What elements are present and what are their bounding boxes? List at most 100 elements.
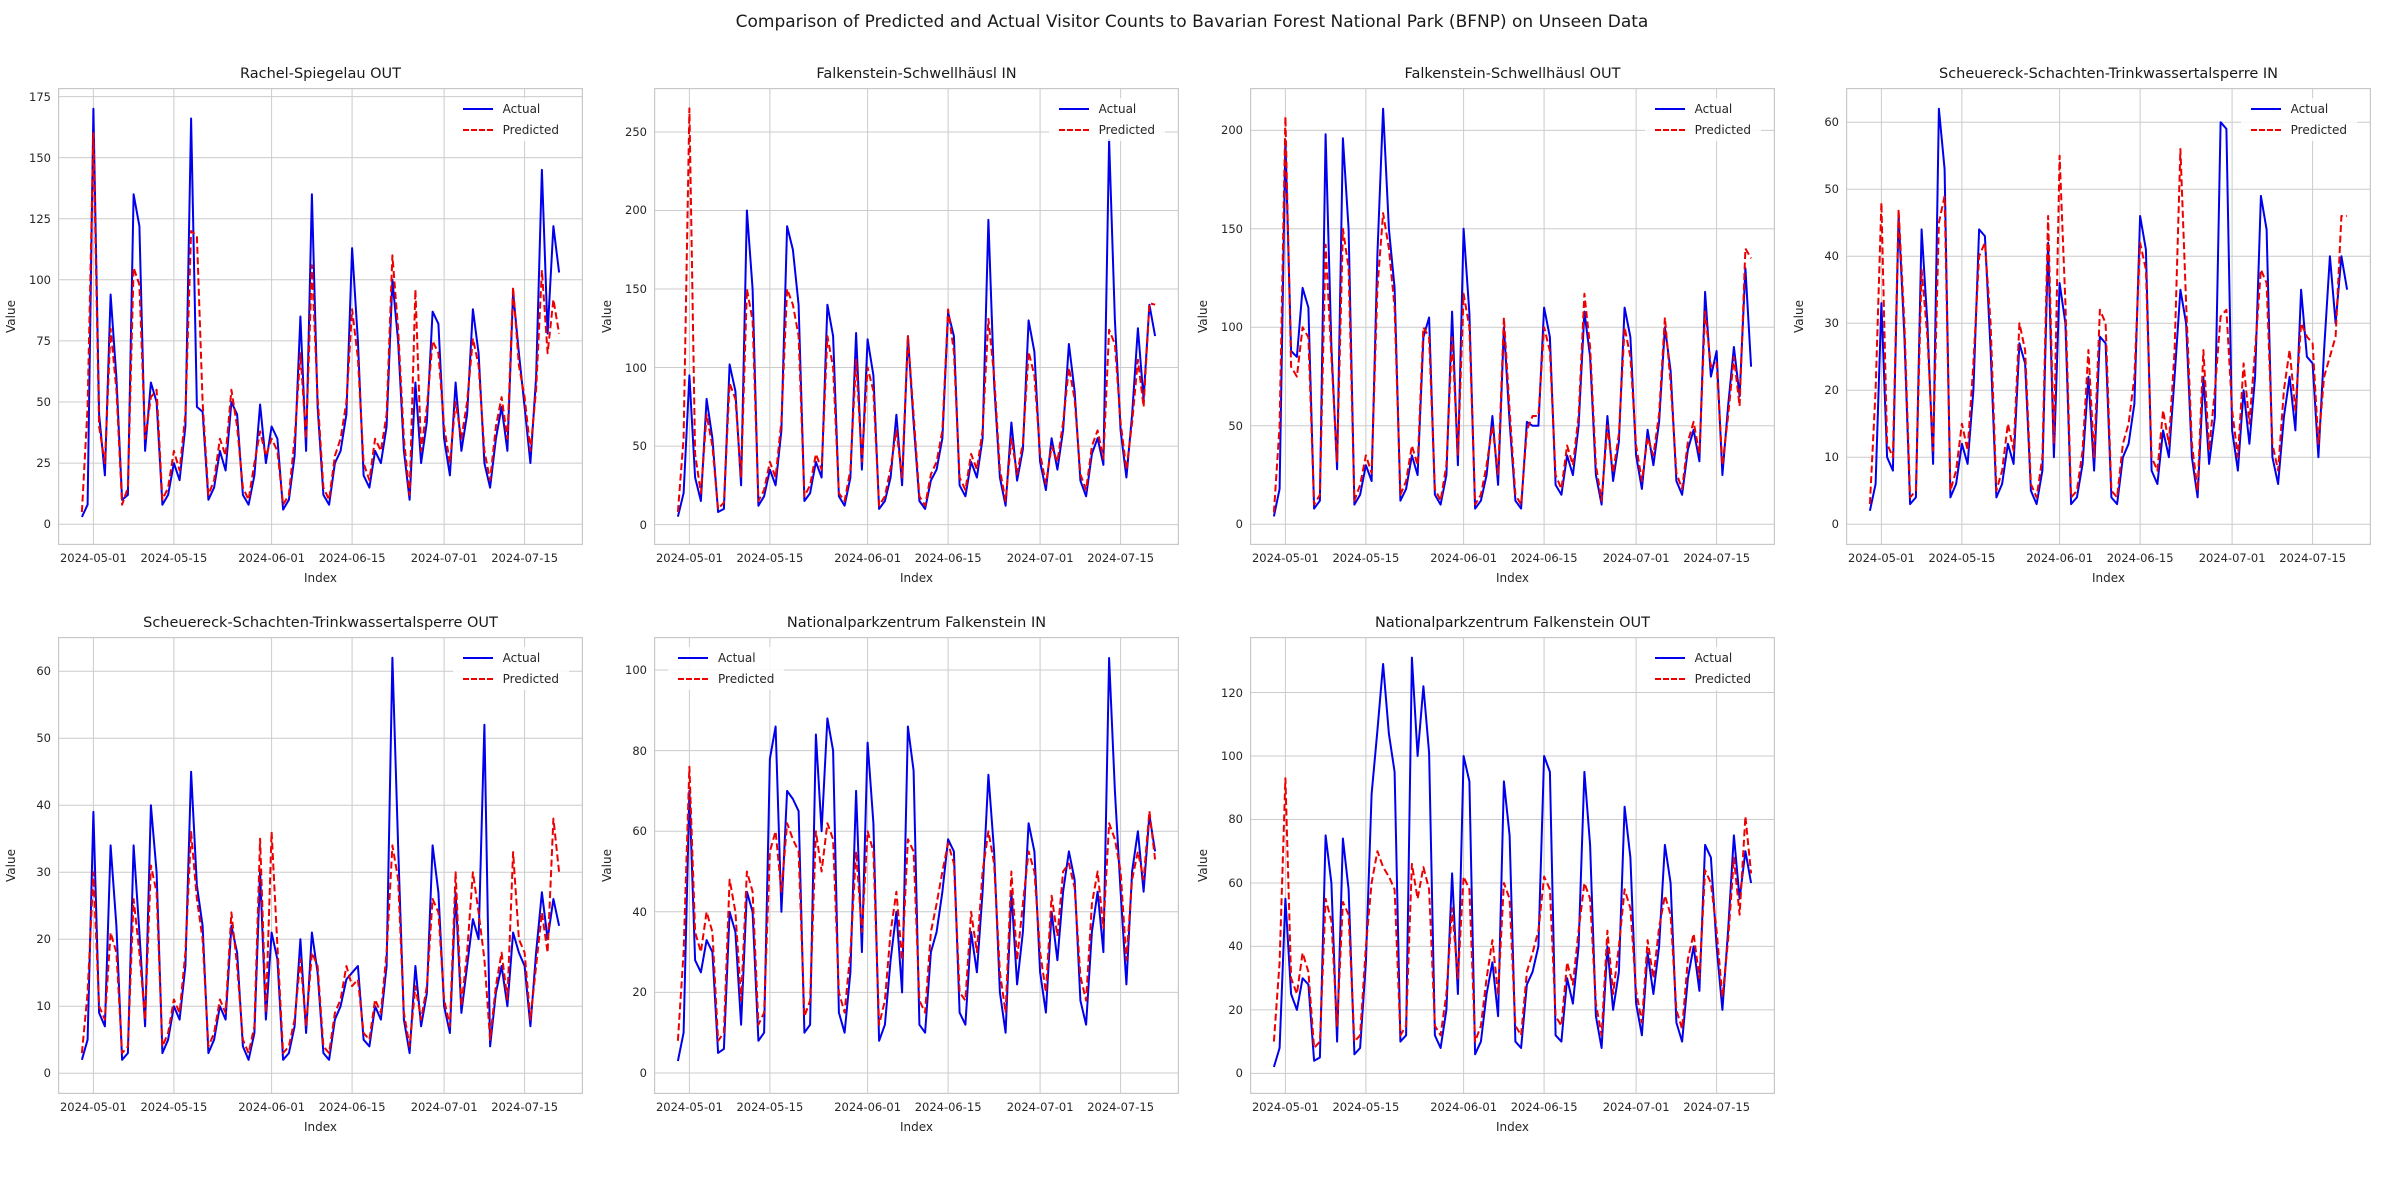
y-tick: 10: [36, 999, 51, 1014]
legend-entry-actual: Actual: [678, 651, 774, 665]
x-tick: 2024-05-01: [59, 551, 127, 565]
plot-region: Actual Predicted 2024-05-01 2024-05-15 202…: [654, 637, 1179, 1114]
y-tick: 50: [36, 731, 51, 746]
subplot-rachel-spiegelau-out: Rachel-Spiegelau OUT Value 0 25 50 75 100 125…: [0, 66, 596, 585]
legend: Actual Predicted: [452, 647, 569, 690]
x-tick: 2024-05-01: [655, 1100, 723, 1114]
plot-area: [1250, 637, 1775, 1094]
x-tick: 2024-07-15: [491, 551, 559, 565]
x-tick: 2024-05-01: [1251, 551, 1319, 565]
x-axis-label: Index: [1495, 571, 1530, 585]
y-tick: 100: [625, 663, 647, 678]
x-axis-label: Index: [303, 571, 338, 585]
legend-entry-predicted: Predicted: [678, 672, 774, 686]
y-tick: 10: [1824, 450, 1839, 465]
y-tick: 250: [625, 124, 647, 139]
x-tick-labels: 2024-05-01 2024-05-15 2024-06-01 2024-06-15…: [1250, 548, 1775, 566]
subplot-body: Value 0 25 50 75 100 125 150 175 Actual Predict…: [2, 88, 596, 565]
y-tick: 0: [1235, 517, 1243, 532]
x-tick: 2024-05-01: [655, 551, 723, 565]
legend-entry-predicted: Predicted: [1058, 123, 1155, 137]
subplot-body: Value 0 20 40 60 80 100 120 Actual Predicted 2…: [1194, 637, 1788, 1114]
y-axis-label: Value: [4, 300, 18, 333]
subplot-body: Value 0 10 20 30 40 50 60 Actual Predicted 202…: [2, 637, 596, 1114]
x-tick-labels: 2024-05-01 2024-05-15 2024-06-01 2024-06-15…: [1846, 548, 2371, 566]
x-tick: 2024-06-01: [238, 1100, 306, 1114]
y-axis-label: Value: [1196, 849, 1210, 882]
y-tick: 120: [1221, 685, 1243, 700]
y-tick: 20: [1228, 1002, 1243, 1017]
y-tick: 60: [632, 824, 647, 839]
y-tick-labels: 0 50 100 150 200: [1212, 88, 1250, 545]
y-tick: 20: [632, 985, 647, 1000]
predicted-line-swatch-icon: [462, 678, 493, 680]
y-tick: 75: [36, 333, 51, 348]
x-tick: 2024-07-01: [2198, 551, 2266, 565]
subplot-falkenstein-schwellhaeusl-out: Falkenstein-Schwellhäusl OUT Value 0 50 10…: [1192, 66, 1788, 585]
legend-actual-label: Actual: [2290, 102, 2329, 116]
x-axis-label: Index: [1495, 1120, 1530, 1134]
legend-entry-predicted: Predicted: [462, 672, 559, 686]
actual-line-swatch-icon: [1058, 108, 1089, 110]
y-tick: 60: [1228, 875, 1243, 890]
legend-entry-predicted: Predicted: [2250, 123, 2347, 137]
subplot-grid: Rachel-Spiegelau OUT Value 0 25 50 75 100 125…: [0, 66, 2384, 1134]
predicted-line-swatch-icon: [2250, 129, 2281, 131]
actual-line-swatch-icon: [678, 657, 708, 659]
plot-area: [1846, 88, 2371, 545]
y-tick: 100: [625, 360, 647, 375]
y-tick: 100: [29, 272, 51, 287]
actual-line-swatch-icon: [1654, 108, 1685, 110]
actual-line-swatch-icon: [1654, 657, 1685, 659]
y-tick-labels: 0 20 40 60 80 100 120: [1212, 637, 1250, 1094]
y-tick: 40: [632, 904, 647, 919]
y-tick: 0: [639, 1066, 647, 1081]
legend-predicted-label: Predicted: [718, 672, 775, 686]
y-tick: 80: [632, 743, 647, 758]
y-tick: 100: [1221, 320, 1243, 335]
x-tick: 2024-07-01: [410, 551, 478, 565]
legend: Actual Predicted: [668, 647, 785, 690]
x-tick: 2024-07-15: [2279, 551, 2347, 565]
legend-actual-label: Actual: [1694, 651, 1733, 665]
x-tick: 2024-05-01: [1847, 551, 1915, 565]
subplot-body: Value 0 10 20 30 40 50 60 Actual Predicted 202…: [1790, 88, 2384, 565]
x-axis-label: Index: [899, 1120, 934, 1134]
plot-region: Actual Predicted 2024-05-01 2024-05-15 202…: [58, 88, 583, 565]
y-tick: 0: [639, 517, 647, 532]
legend-actual-label: Actual: [502, 102, 541, 116]
legend-entry-actual: Actual: [1654, 102, 1751, 116]
y-tick: 50: [1228, 418, 1243, 433]
plot-region: Actual Predicted 2024-05-01 2024-05-15 202…: [654, 88, 1179, 565]
x-tick: 2024-07-01: [1006, 551, 1074, 565]
subplot-title: Nationalparkzentrum Falkenstein OUT: [1375, 615, 1650, 631]
subplot-title: Scheuereck-Schachten-Trinkwassertalsperr…: [1939, 66, 2278, 82]
plot-area: [58, 88, 583, 545]
x-tick: 2024-06-01: [1430, 551, 1498, 565]
x-tick: 2024-05-15: [1928, 551, 1996, 565]
legend-entry-predicted: Predicted: [462, 123, 559, 137]
y-tick: 40: [1228, 939, 1243, 954]
x-tick: 2024-07-15: [1683, 551, 1751, 565]
y-axis-label: Value: [600, 849, 614, 882]
y-tick: 0: [43, 1066, 51, 1081]
y-tick: 60: [1824, 115, 1839, 130]
x-axis-label: Index: [303, 1120, 338, 1134]
x-tick: 2024-06-15: [318, 551, 386, 565]
y-tick: 25: [36, 456, 51, 471]
subplot-scheuereck-trinkwassertalsperre-out: Scheuereck-Schachten-Trinkwassertalsperr…: [0, 615, 596, 1134]
subplot-nationalparkzentrum-falkenstein-in: Nationalparkzentrum Falkenstein IN Value…: [596, 615, 1192, 1134]
legend-actual-label: Actual: [1694, 102, 1733, 116]
predicted-line-swatch-icon: [1654, 129, 1685, 131]
y-axis-label: Value: [1792, 300, 1806, 333]
x-tick: 2024-05-01: [1251, 1100, 1319, 1114]
x-tick: 2024-05-15: [736, 1100, 804, 1114]
legend-actual-label: Actual: [502, 651, 541, 665]
legend: Actual Predicted: [1644, 98, 1761, 141]
x-axis-label: Index: [2091, 571, 2126, 585]
legend: Actual Predicted: [1644, 647, 1761, 690]
x-tick: 2024-07-15: [1087, 551, 1155, 565]
legend-entry-actual: Actual: [1058, 102, 1155, 116]
y-tick: 30: [36, 865, 51, 880]
